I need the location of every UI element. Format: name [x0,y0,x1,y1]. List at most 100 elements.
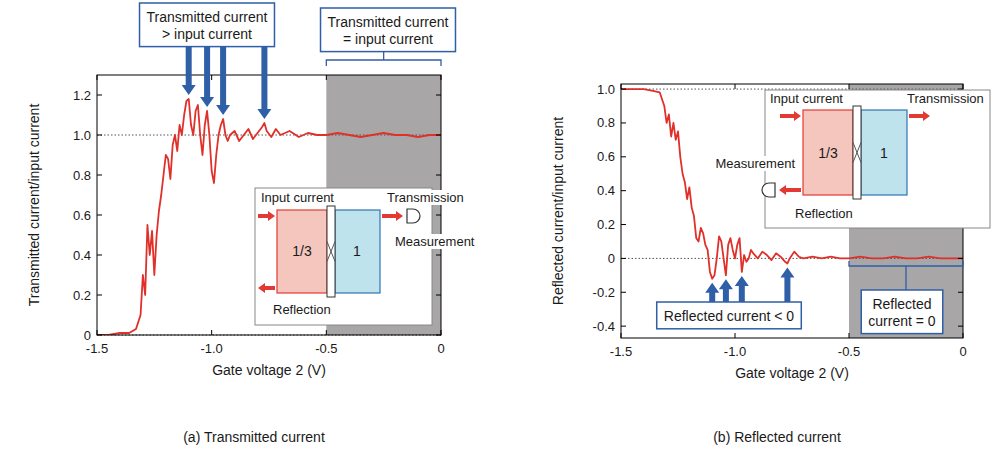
annotation-box: Reflectedcurrent = 0 [861,290,943,334]
annotation-text: Reflected [872,296,931,312]
plot-area [97,99,441,335]
y-axis-title: Reflected current/input current [550,117,566,305]
y-tick [97,95,102,96]
y-tick-label: 1.0 [597,82,615,97]
annotation-arrow [705,283,719,302]
current-arrow [779,185,801,195]
y-tick [436,335,441,336]
y-tick [621,156,626,157]
annotation-text: Reflected current < 0 [664,308,795,324]
annotation-arrow [200,47,214,107]
annotation-text: = input current [343,31,433,47]
annotation-arrow [780,268,794,303]
region-label: 1/3 [818,145,838,161]
annotation-arrow [257,47,271,119]
gate [853,106,861,199]
x-tick [963,84,964,89]
x-tick-label: -1.0 [724,344,746,359]
label-ground [715,156,797,171]
annotation-text: current = 0 [868,313,936,329]
x-tick-label: -1.5 [610,344,632,359]
inset-frame [765,90,990,228]
current-arrow [909,111,930,121]
annotation-arrow [216,47,230,115]
x-tick [621,333,622,338]
x-tick [441,330,442,335]
y-tick-label: 0.4 [597,183,615,198]
y-tick [97,255,102,256]
y-tick [958,89,963,90]
x-tick [735,84,736,89]
reference-line [621,89,963,90]
annotation-brace [849,261,963,290]
x-axis-title: Gate voltage 2 (V) [735,365,849,381]
y-tick [621,122,626,123]
inset: 1/31Input currentTransmissionReflectionM… [715,90,990,228]
y-tick [621,224,626,225]
y-tick-label: 0.2 [73,288,91,303]
label-ground [272,302,332,317]
point-contact [327,242,335,262]
panel: -1.5-1.0-0.5000.20.40.60.81.01.2Gate vol… [26,3,476,445]
x-tick-label: -1.5 [86,341,108,356]
x-tick-label: -0.5 [838,344,860,359]
y-tick-label: 0 [608,251,615,266]
region-right [335,210,380,293]
annotation-brace [326,52,441,66]
inset-label: Transmission [907,91,984,106]
y-tick-label: 0.6 [73,208,91,223]
figure: -1.5 -1.0 -0.5 0 0 0.2 0.4 0.6 0.8 1.0 1.2 Gate vol… [0,0,1000,456]
y-tick [621,89,626,90]
y-tick [621,326,626,327]
region-left [277,210,327,293]
data-line [97,99,441,335]
x-tick [735,333,736,338]
current-arrow [382,211,403,221]
annotation-arrow [182,47,196,95]
region-label: 1 [880,145,888,161]
caption: (b) Reflected current [713,429,841,445]
x-tick [621,84,622,89]
annotation-arrow [735,276,749,302]
inset-label: Transmission [387,190,464,205]
y-tick [621,292,626,293]
inset-label: Measurement [395,234,475,249]
inset-frame [255,188,432,325]
y-tick-label: 0.4 [73,248,91,263]
label-ground [394,234,476,249]
y-tick-label: 1.2 [73,88,91,103]
y-tick [958,326,963,327]
annotation-box: Reflected current < 0 [657,302,802,329]
detector [762,183,775,197]
annotation-frame [321,8,456,52]
annotation-text: Transmitted current [328,14,449,30]
y-tick [621,258,626,259]
x-tick [326,75,327,80]
y-tick-label: 0.6 [597,149,615,164]
inset-label: Input current [261,190,334,205]
y-tick-label: 0.8 [73,168,91,183]
annotation-frame [657,302,802,329]
annotation-frame [140,3,275,47]
y-tick [436,135,441,136]
y-tick-label: 1.0 [73,128,91,143]
x-tick [441,75,442,80]
y-tick [97,175,102,176]
y-tick [436,95,441,96]
caption: (a) Transmitted current [183,429,325,445]
annotation-text: > input current [162,26,252,42]
region-label: 1/3 [292,243,312,259]
x-tick-label: 0 [437,341,444,356]
y-axis-title: Transmitted current/input current [26,104,42,307]
inset-label: Input current [770,91,843,106]
current-arrow [258,211,275,221]
x-tick [849,84,850,89]
y-tick-label: 0.8 [597,115,615,130]
y-tick [97,135,102,136]
y-tick [436,175,441,176]
inset: 1/31Input currentTransmissionReflectionM… [255,188,476,325]
annotation-text: Transmitted current [147,9,268,25]
y-tick [97,295,102,296]
y-tick [97,335,102,336]
inset-label: Measurement [716,156,796,171]
